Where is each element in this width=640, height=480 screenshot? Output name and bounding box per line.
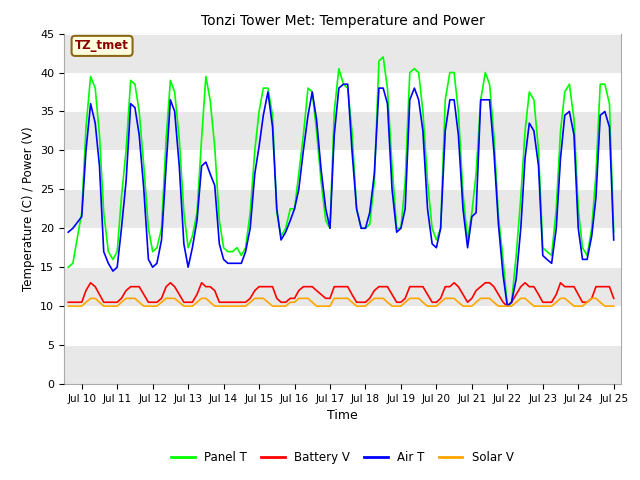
Legend: Panel T, Battery V, Air T, Solar V: Panel T, Battery V, Air T, Solar V bbox=[166, 446, 518, 468]
Panel T bbox=[504, 303, 511, 309]
Air T bbox=[610, 237, 618, 243]
Solar V bbox=[228, 303, 236, 309]
Bar bbox=[64, 111, 621, 150]
Air T bbox=[340, 81, 348, 87]
Air T bbox=[517, 226, 525, 231]
Battery V bbox=[87, 280, 95, 286]
Line: Panel T: Panel T bbox=[68, 57, 614, 306]
Title: Tonzi Tower Met: Temperature and Power: Tonzi Tower Met: Temperature and Power bbox=[200, 14, 484, 28]
Air T bbox=[100, 249, 108, 254]
Solar V bbox=[610, 303, 618, 309]
Solar V bbox=[104, 303, 112, 309]
Line: Battery V: Battery V bbox=[68, 283, 614, 306]
Air T bbox=[304, 112, 312, 118]
Solar V bbox=[87, 296, 95, 301]
Air T bbox=[65, 229, 72, 235]
Battery V bbox=[228, 300, 236, 305]
Panel T bbox=[65, 264, 72, 270]
Panel T bbox=[304, 85, 312, 91]
Air T bbox=[504, 303, 511, 309]
Panel T bbox=[380, 54, 387, 60]
Solar V bbox=[308, 300, 316, 305]
Battery V bbox=[104, 300, 112, 305]
Line: Solar V: Solar V bbox=[68, 299, 614, 306]
Battery V bbox=[517, 284, 525, 289]
Text: TZ_tmet: TZ_tmet bbox=[75, 39, 129, 52]
Air T bbox=[224, 261, 232, 266]
Bar bbox=[64, 267, 621, 306]
Battery V bbox=[504, 303, 511, 309]
Solar V bbox=[127, 296, 134, 301]
Line: Air T: Air T bbox=[68, 84, 614, 306]
Panel T bbox=[610, 229, 618, 235]
Y-axis label: Temperature (C) / Power (V): Temperature (C) / Power (V) bbox=[22, 127, 35, 291]
Solar V bbox=[513, 300, 520, 305]
Bar bbox=[64, 345, 621, 384]
Battery V bbox=[308, 284, 316, 289]
Bar bbox=[64, 189, 621, 228]
Battery V bbox=[610, 296, 618, 301]
Solar V bbox=[135, 300, 143, 305]
Battery V bbox=[127, 284, 134, 289]
X-axis label: Time: Time bbox=[327, 409, 358, 422]
Panel T bbox=[517, 194, 525, 200]
Air T bbox=[122, 179, 130, 184]
Panel T bbox=[122, 147, 130, 153]
Solar V bbox=[65, 303, 72, 309]
Battery V bbox=[65, 300, 72, 305]
Panel T bbox=[131, 81, 139, 87]
Panel T bbox=[100, 210, 108, 216]
Air T bbox=[131, 105, 139, 110]
Bar bbox=[64, 34, 621, 72]
Panel T bbox=[224, 249, 232, 254]
Battery V bbox=[135, 284, 143, 289]
